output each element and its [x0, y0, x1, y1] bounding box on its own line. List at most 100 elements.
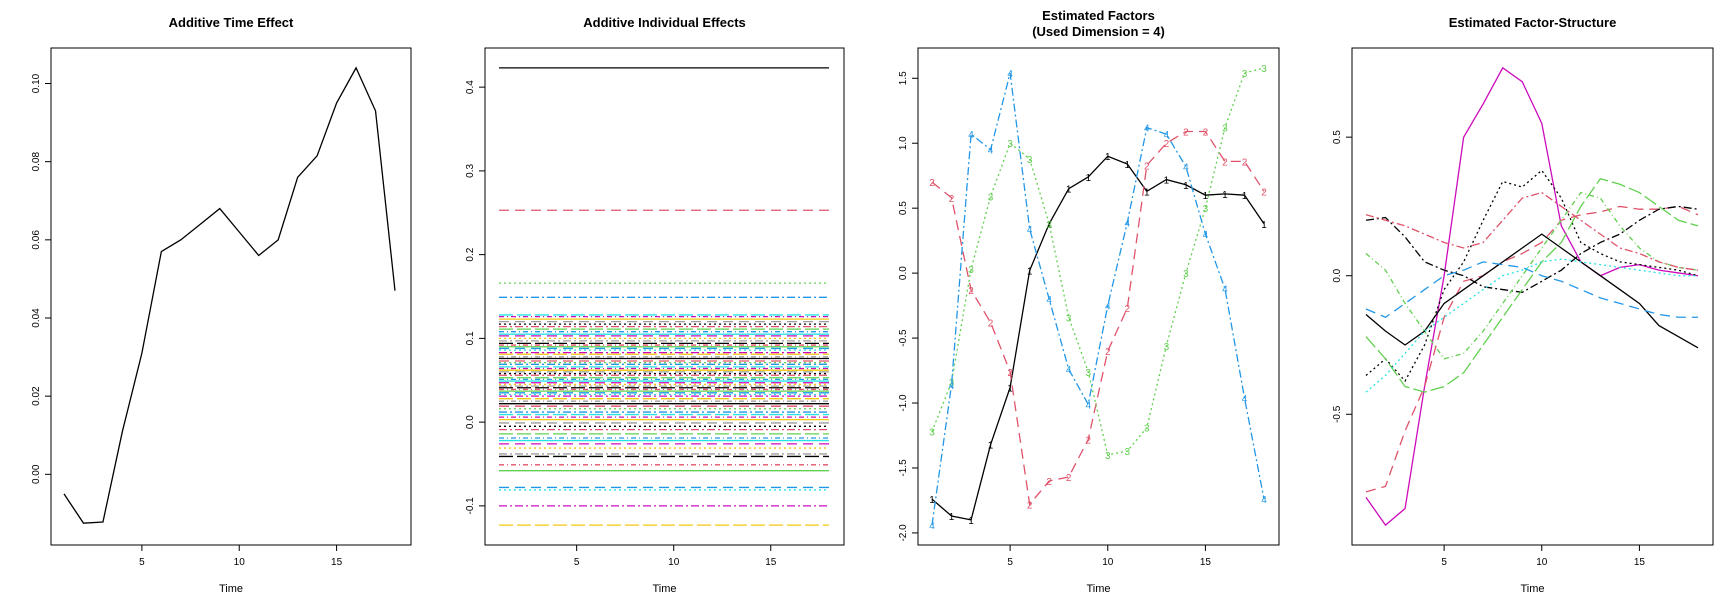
series-point-label: 3 — [1183, 269, 1189, 280]
chart-title: Estimated Factors — [1042, 8, 1155, 23]
series-point-label: 1 — [1242, 191, 1248, 202]
series-line — [1365, 261, 1698, 319]
x-tick-label: 10 — [1536, 557, 1548, 568]
series-point-label: 3 — [1046, 220, 1052, 231]
series-point-label: 2 — [1183, 128, 1189, 139]
series-point-label: 2 — [1105, 347, 1111, 358]
series-point-label: 4 — [1066, 365, 1072, 376]
x-tick-label: 10 — [234, 557, 246, 568]
series-point-label: 1 — [1183, 181, 1189, 192]
x-tick-label: 5 — [574, 557, 580, 568]
series-point-label: 2 — [1007, 368, 1013, 379]
y-tick-label: 0.02 — [31, 386, 42, 406]
y-tick-label: 0.00 — [31, 464, 42, 484]
series-point-label: 3 — [1027, 155, 1033, 166]
series-point-label: 3 — [1085, 368, 1091, 379]
y-tick-label: 0.2 — [465, 247, 476, 261]
series-point-label: 1 — [1222, 190, 1228, 201]
series-point-label: 2 — [968, 286, 974, 297]
series-point-label: 2 — [1242, 157, 1248, 168]
series-point-label: 1 — [968, 516, 974, 527]
plot-frame — [484, 47, 845, 546]
series-point-label: 2 — [1261, 187, 1267, 198]
series-point-label: 4 — [1261, 495, 1267, 506]
series-point-label: 3 — [1066, 313, 1072, 324]
y-tick-label: -0.1 — [465, 497, 476, 515]
x-axis-label: Time — [1086, 583, 1110, 595]
series-point-label: 1 — [1046, 220, 1052, 231]
series-point-label: 3 — [1203, 204, 1209, 215]
series-point-label: 3 — [988, 192, 994, 203]
series-point-label: 3 — [1105, 451, 1111, 462]
y-tick-label: 0.10 — [31, 73, 42, 93]
panel-2: Additive Individual Effects Time 5 10 15 -0.1… — [465, 15, 845, 595]
series-point-label: 4 — [1164, 130, 1170, 141]
series-point-label: 1 — [1066, 185, 1072, 196]
series-point-label: 3 — [1242, 69, 1248, 80]
series-point-label: 2 — [949, 194, 955, 205]
series-point-label: 4 — [1242, 394, 1248, 405]
y-tick-label: -0.5 — [1332, 405, 1343, 423]
y-tick-label: 0.0 — [898, 266, 909, 280]
chart-title: Estimated Factor-Structure — [1449, 15, 1617, 30]
series-line — [931, 72, 1265, 526]
y-tick-label: 0.04 — [31, 308, 42, 328]
panel-4: Estimated Factor-Structure Time 5 10 15 -0.5 0… — [1332, 15, 1714, 595]
y-tick-label: 0.5 — [1332, 130, 1343, 144]
series-point-label: 3 — [1007, 139, 1013, 150]
y-tick-label: 1.0 — [898, 136, 909, 150]
plot-area — [1365, 66, 1699, 527]
x-tick-label: 15 — [1634, 557, 1646, 568]
series-point-label: 1 — [1203, 191, 1209, 202]
x-tick-label: 10 — [1102, 557, 1114, 568]
plot-frame — [50, 47, 412, 546]
series-point-label: 1 — [949, 512, 955, 523]
plot-frame — [1351, 47, 1714, 546]
series-line — [931, 155, 1265, 521]
x-axis-label: Time — [652, 583, 676, 595]
series-point-label: 3 — [1261, 64, 1267, 75]
y-tick-label: 0.1 — [465, 331, 476, 345]
series-point-label: 2 — [1222, 157, 1228, 168]
y-tick-label: 0.3 — [465, 163, 476, 177]
x-axis-label: Time — [219, 583, 243, 595]
series-point-label: 4 — [1007, 69, 1013, 80]
series-point-label: 1 — [929, 495, 935, 506]
plot-area — [63, 66, 396, 524]
series-point-label: 1 — [1027, 267, 1033, 278]
series-line — [1365, 66, 1699, 527]
series-point-label: 4 — [1027, 225, 1033, 236]
series-point-label: 1 — [1261, 220, 1267, 231]
y-tick-label: -0.5 — [898, 329, 909, 347]
series-point-label: 4 — [1105, 302, 1111, 313]
chart-subtitle: (Used Dimension = 4) — [1032, 24, 1165, 39]
series-point-label: 3 — [1125, 447, 1131, 458]
series-line — [1365, 177, 1699, 393]
series-point-label: 2 — [1203, 128, 1209, 139]
series-point-label: 3 — [929, 428, 935, 439]
y-tick-label: 0.08 — [31, 152, 42, 172]
x-tick-label: 5 — [1441, 557, 1447, 568]
series-line — [931, 67, 1265, 456]
y-tick-label: 0.0 — [465, 415, 476, 429]
series-point-label: 4 — [1046, 295, 1052, 306]
series-line — [1365, 258, 1698, 393]
series-line — [1365, 191, 1699, 271]
series-point-label: 4 — [988, 146, 994, 157]
x-axis-label: Time — [1520, 583, 1544, 595]
series-point-label: 4 — [1125, 218, 1131, 229]
series-point-label: 4 — [949, 381, 955, 392]
series-point-label: 3 — [1222, 124, 1228, 135]
series-line — [1365, 191, 1699, 360]
series-point-label: 1 — [1125, 160, 1131, 171]
y-tick-label: 0.06 — [31, 230, 42, 250]
series-point-label: 2 — [1164, 139, 1170, 150]
series-point-label: 2 — [1066, 473, 1072, 484]
series-point-label: 3 — [1144, 424, 1150, 435]
series-point-label: 1 — [1007, 383, 1013, 394]
series-point-label: 4 — [1203, 230, 1209, 241]
series-point-label: 4 — [1144, 124, 1150, 135]
series-point-label: 1 — [1085, 173, 1091, 184]
